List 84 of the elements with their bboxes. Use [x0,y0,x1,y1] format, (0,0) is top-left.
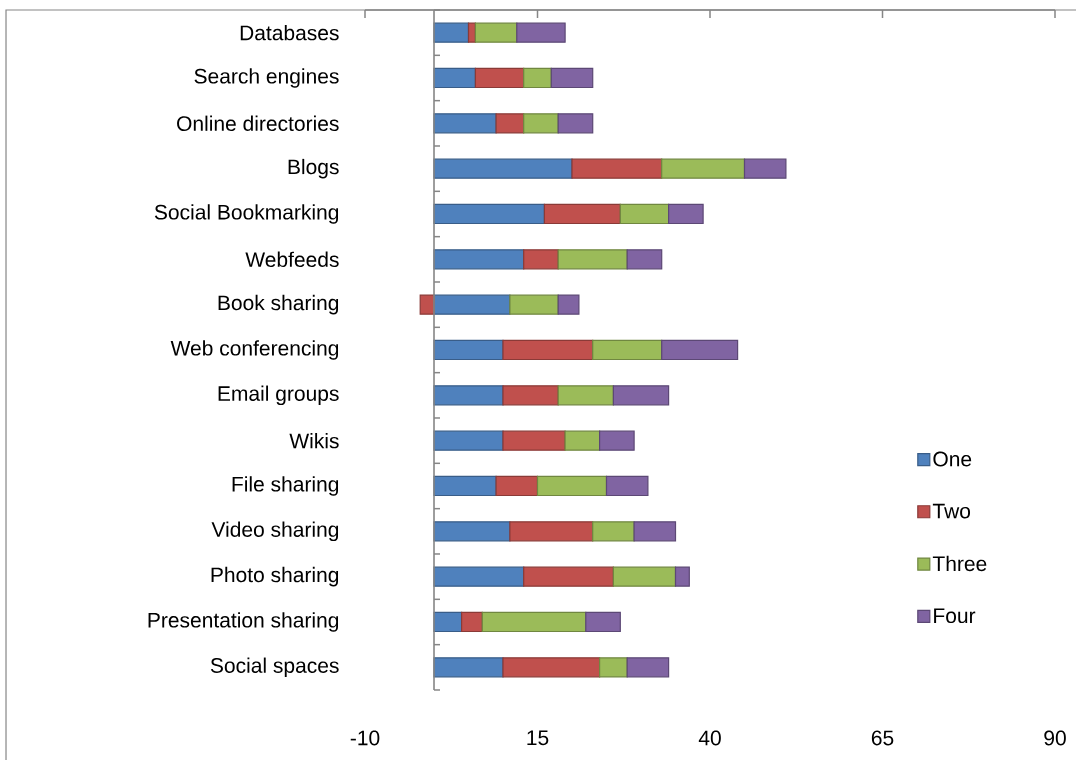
bar [661,339,739,361]
bar [433,113,497,134]
x-tick-label: 40 [698,730,721,746]
y-tick-label: Search engines [194,68,339,88]
bar [502,430,566,451]
y-tick-label: Web conferencing [170,340,339,360]
bar [481,611,587,633]
y-tick-label: Book sharing [218,294,339,315]
bar [599,657,628,678]
bar [433,611,463,633]
bar [523,566,614,587]
bar [523,67,552,89]
bar [467,22,477,43]
legend-label: One [933,451,972,467]
bar [626,249,663,270]
bar [433,475,497,497]
x-tick-label: 90 [1044,730,1066,746]
bar [661,158,746,179]
bar [536,475,608,497]
bar [585,611,621,633]
bar [626,657,670,678]
bar [474,67,525,89]
bar [543,203,621,225]
bar [557,294,580,315]
bar [564,430,601,451]
y-tick-label: Blogs [288,158,339,179]
y-tick-label: Databases [240,24,339,41]
bar [433,22,470,43]
y-tick-label: File sharing [232,476,339,496]
x-tick-label: -10 [350,730,380,746]
bar [433,385,504,406]
bar [557,113,594,134]
y-tick-label: Social spaces [210,657,339,678]
bar [433,657,504,678]
bar [433,430,504,451]
y-tick-label: Photo sharing [211,566,339,587]
x-tick-label: 65 [871,730,894,746]
y-tick-label: Webfeeds [245,251,339,268]
y-tick-label: Wikis [289,432,339,449]
bar [433,203,545,225]
bar [433,566,525,587]
bar [419,294,435,315]
y-tick-label: Social Bookmarking [154,204,339,224]
legend-label: Three [932,555,987,572]
bar [502,385,559,406]
bar [668,203,704,225]
y-tick-label: Presentation sharing [148,612,339,632]
bar [557,385,614,406]
bar [523,113,559,134]
bar [523,249,559,270]
bar [743,158,787,179]
bar [433,158,573,179]
bar [495,113,525,134]
bar [592,339,663,361]
bar [592,521,635,542]
bar [516,22,566,43]
bar [509,294,559,315]
x-tick-label: 15 [527,730,549,746]
bar [557,249,628,270]
y-tick-label: Email groups [218,385,339,406]
y-tick-label: Video sharing [211,521,339,542]
bar [433,67,477,89]
bar [433,294,511,315]
bar [474,22,518,43]
bar [612,385,670,406]
bar [571,158,663,179]
bar [433,339,504,361]
bar [633,521,677,542]
bar [509,521,594,542]
bar [495,475,539,497]
bar [433,521,511,542]
bar [612,566,677,587]
bar [550,67,594,89]
bar [605,475,649,497]
bar [461,611,483,633]
bar [674,566,690,587]
bar [619,203,670,225]
y-tick-label: Online directories [177,115,339,132]
legend-label: Two [932,503,971,519]
bar [599,430,635,451]
bar [502,339,594,361]
bar [433,249,525,270]
bar [502,657,601,678]
legend-label: Four [934,608,976,624]
